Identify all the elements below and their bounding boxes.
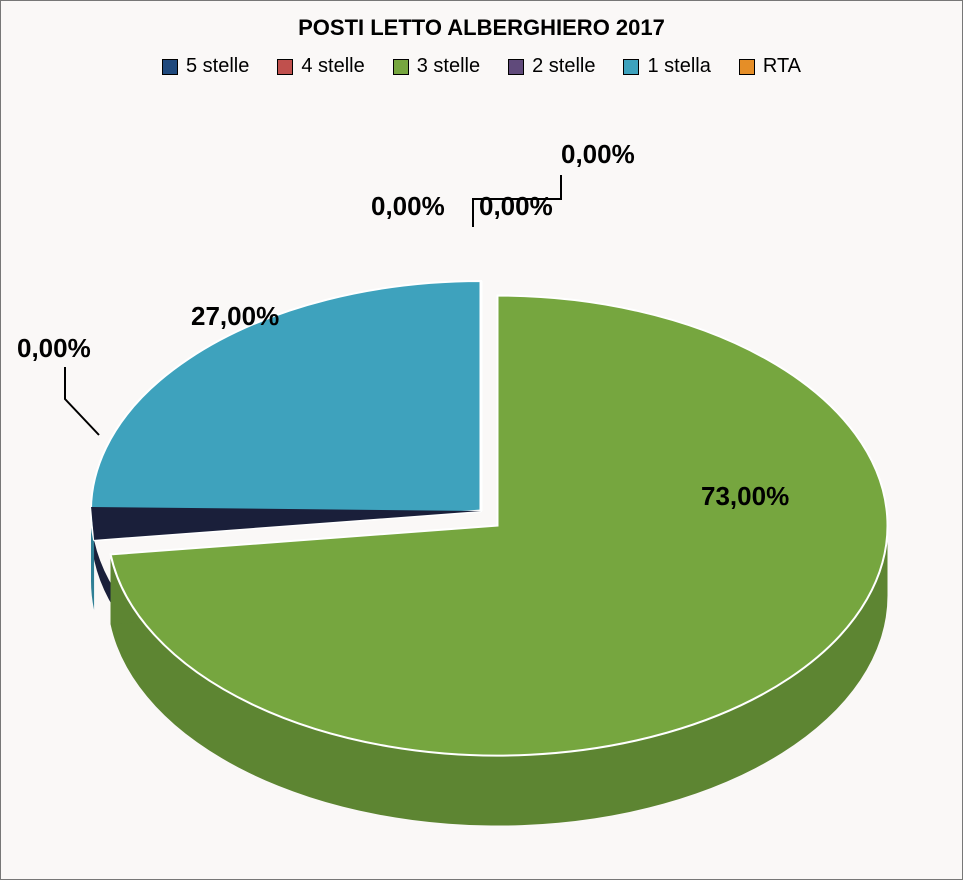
legend-label: 2 stelle — [532, 55, 595, 78]
slice-label-zero-d: 0,00% — [17, 333, 91, 364]
swatch-icon — [162, 59, 178, 75]
legend-label: 3 stelle — [417, 55, 480, 78]
legend-item-3stelle: 3 stelle — [393, 55, 480, 78]
legend-label: 1 stella — [647, 55, 710, 78]
legend-item-5stelle: 5 stelle — [162, 55, 249, 78]
chart-title: POSTI LETTO ALBERGHIERO 2017 — [1, 15, 962, 41]
swatch-icon — [277, 59, 293, 75]
slice-label-3stelle: 73,00% — [701, 481, 789, 512]
pie-chart: 73,00% 27,00% 0,00% 0,00% 0,00% 0,00% — [1, 111, 962, 869]
legend-label: 4 stelle — [301, 55, 364, 78]
legend-label: RTA — [763, 55, 801, 78]
legend-item-rta: RTA — [739, 55, 801, 78]
swatch-icon — [623, 59, 639, 75]
leader-line-icon — [45, 365, 105, 445]
legend-label: 5 stelle — [186, 55, 249, 78]
chart-frame: POSTI LETTO ALBERGHIERO 2017 5 stelle 4 … — [0, 0, 963, 880]
leader-line-icon — [469, 171, 589, 251]
legend-item-4stelle: 4 stelle — [277, 55, 364, 78]
swatch-icon — [393, 59, 409, 75]
slice-label-zero-a: 0,00% — [371, 191, 445, 222]
slice-label-1stella: 27,00% — [191, 301, 279, 332]
swatch-icon — [739, 59, 755, 75]
slice-label-zero-c: 0,00% — [561, 139, 635, 170]
legend-item-2stelle: 2 stelle — [508, 55, 595, 78]
legend-item-1stella: 1 stella — [623, 55, 710, 78]
legend: 5 stelle 4 stelle 3 stelle 2 stelle 1 st… — [1, 55, 962, 78]
swatch-icon — [508, 59, 524, 75]
